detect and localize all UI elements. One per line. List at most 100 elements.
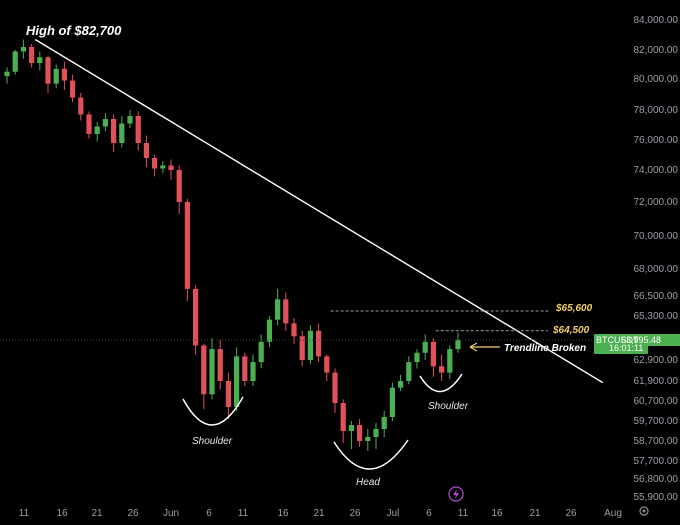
candle-body [414,352,420,363]
candle-body [176,170,182,202]
x-tick-label: 11 [458,508,469,519]
y-tick-label: 84,000.00 [634,15,679,26]
tradingview-bolt-icon [448,486,464,502]
candle-body [348,425,354,431]
x-tick-label: 21 [529,508,541,519]
candle-body [20,47,26,52]
right-shoulder-arc [419,373,463,393]
candle-body [152,158,158,169]
x-axis: 11 16 21 26 Jun 6 11 16 21 26 Jul 6 11 16 21 26 Aug [19,508,622,519]
last-price-badge [648,334,680,346]
high-annotation: High of $82,700 [26,23,122,38]
x-tick-label: 26 [127,508,139,519]
candle-body [184,202,190,289]
candle-body [365,437,371,441]
candle-body [78,97,84,115]
y-tick-label: 80,000.00 [634,74,679,85]
candle-body [447,349,453,373]
price-badge [594,334,648,354]
candle-body [234,356,240,407]
candle-body [209,349,215,395]
candle-body [61,68,67,81]
y-tick-label: 56,800.00 [634,474,679,485]
candle-body [12,51,18,72]
countdown-label: 16:01:11 [609,343,643,353]
x-tick-label: 16 [491,508,503,519]
candle-body [135,116,141,143]
break-arrow-head [469,342,478,352]
x-tick-label: 11 [238,508,249,519]
candle-body [45,57,51,84]
x-tick-label: 6 [426,508,432,519]
candle-body [111,119,117,143]
candle-body [406,362,412,381]
candle-body [217,349,223,381]
candle-body [193,288,199,346]
candle-body [266,319,272,342]
candle-body [4,71,10,77]
left-shoulder-arc [182,396,244,426]
candle-body [201,345,207,395]
candle-body [160,165,166,169]
candle-body [316,330,322,357]
level-low-label: $64,500 [552,325,590,336]
trendline [34,38,604,384]
y-tick-label: 70,000.00 [634,231,679,242]
y-axis: 84,000.00 82,000.00 80,000.00 78,000.00 76,0… [634,15,679,503]
candle-body [340,403,346,431]
x-tick-label: Jul [387,508,400,519]
y-tick-label: 60,700.00 [634,396,679,407]
candle-body [127,116,133,124]
candle-body [439,366,445,373]
x-tick-label: Jun [163,508,179,519]
y-tick-label: 78,000.00 [634,105,679,116]
candle-body [29,47,35,64]
x-tick-label: 16 [277,508,289,519]
y-tick-label: 58,700.00 [634,436,679,447]
candle-body [119,123,125,143]
x-tick-label: 6 [206,508,212,519]
candle-body [381,417,387,429]
x-tick-label: 16 [56,508,68,519]
y-tick-label: 76,000.00 [634,135,679,146]
y-tick-label: 68,000.00 [634,264,679,275]
candle-body [258,341,264,363]
candle-body [373,429,379,437]
left-shoulder-label: Shoulder [192,436,233,447]
symbol-label: BTCUSDT [596,335,639,345]
candles-layer [4,39,461,451]
y-tick-label: 66,500.00 [634,291,679,302]
y-tick-label: 74,000.00 [634,165,679,176]
gear-icon[interactable] [639,506,649,516]
candle-body [143,143,149,158]
head-arc [333,439,409,470]
right-shoulder-label: Shoulder [428,401,469,412]
candle-body [299,336,305,360]
candle-body [94,126,100,134]
x-tick-label: 26 [565,508,577,519]
x-tick-label: Aug [604,508,622,519]
candle-body [324,356,330,373]
candle-body [250,362,256,381]
candle-body [389,387,395,417]
candle-body [332,372,338,403]
candle-body [422,341,428,353]
candle-body [70,80,76,98]
candle-body [225,381,231,407]
y-tick-label: 82,000.00 [634,45,679,56]
head-label: Head [356,477,380,488]
y-tick-label: 55,900.00 [634,492,679,503]
candle-body [307,330,313,360]
candle-body [357,425,363,441]
x-tick-label: 11 [19,508,30,519]
last-price-value: 63,995.48 [621,335,661,345]
candle-body [455,340,461,350]
y-tick-label: 59,700.00 [634,416,679,427]
candle-body [53,68,59,84]
lines-layer [0,38,604,384]
y-tick-label: 61,900.00 [634,376,679,387]
candle-body [37,57,43,64]
candle-body [86,114,92,134]
